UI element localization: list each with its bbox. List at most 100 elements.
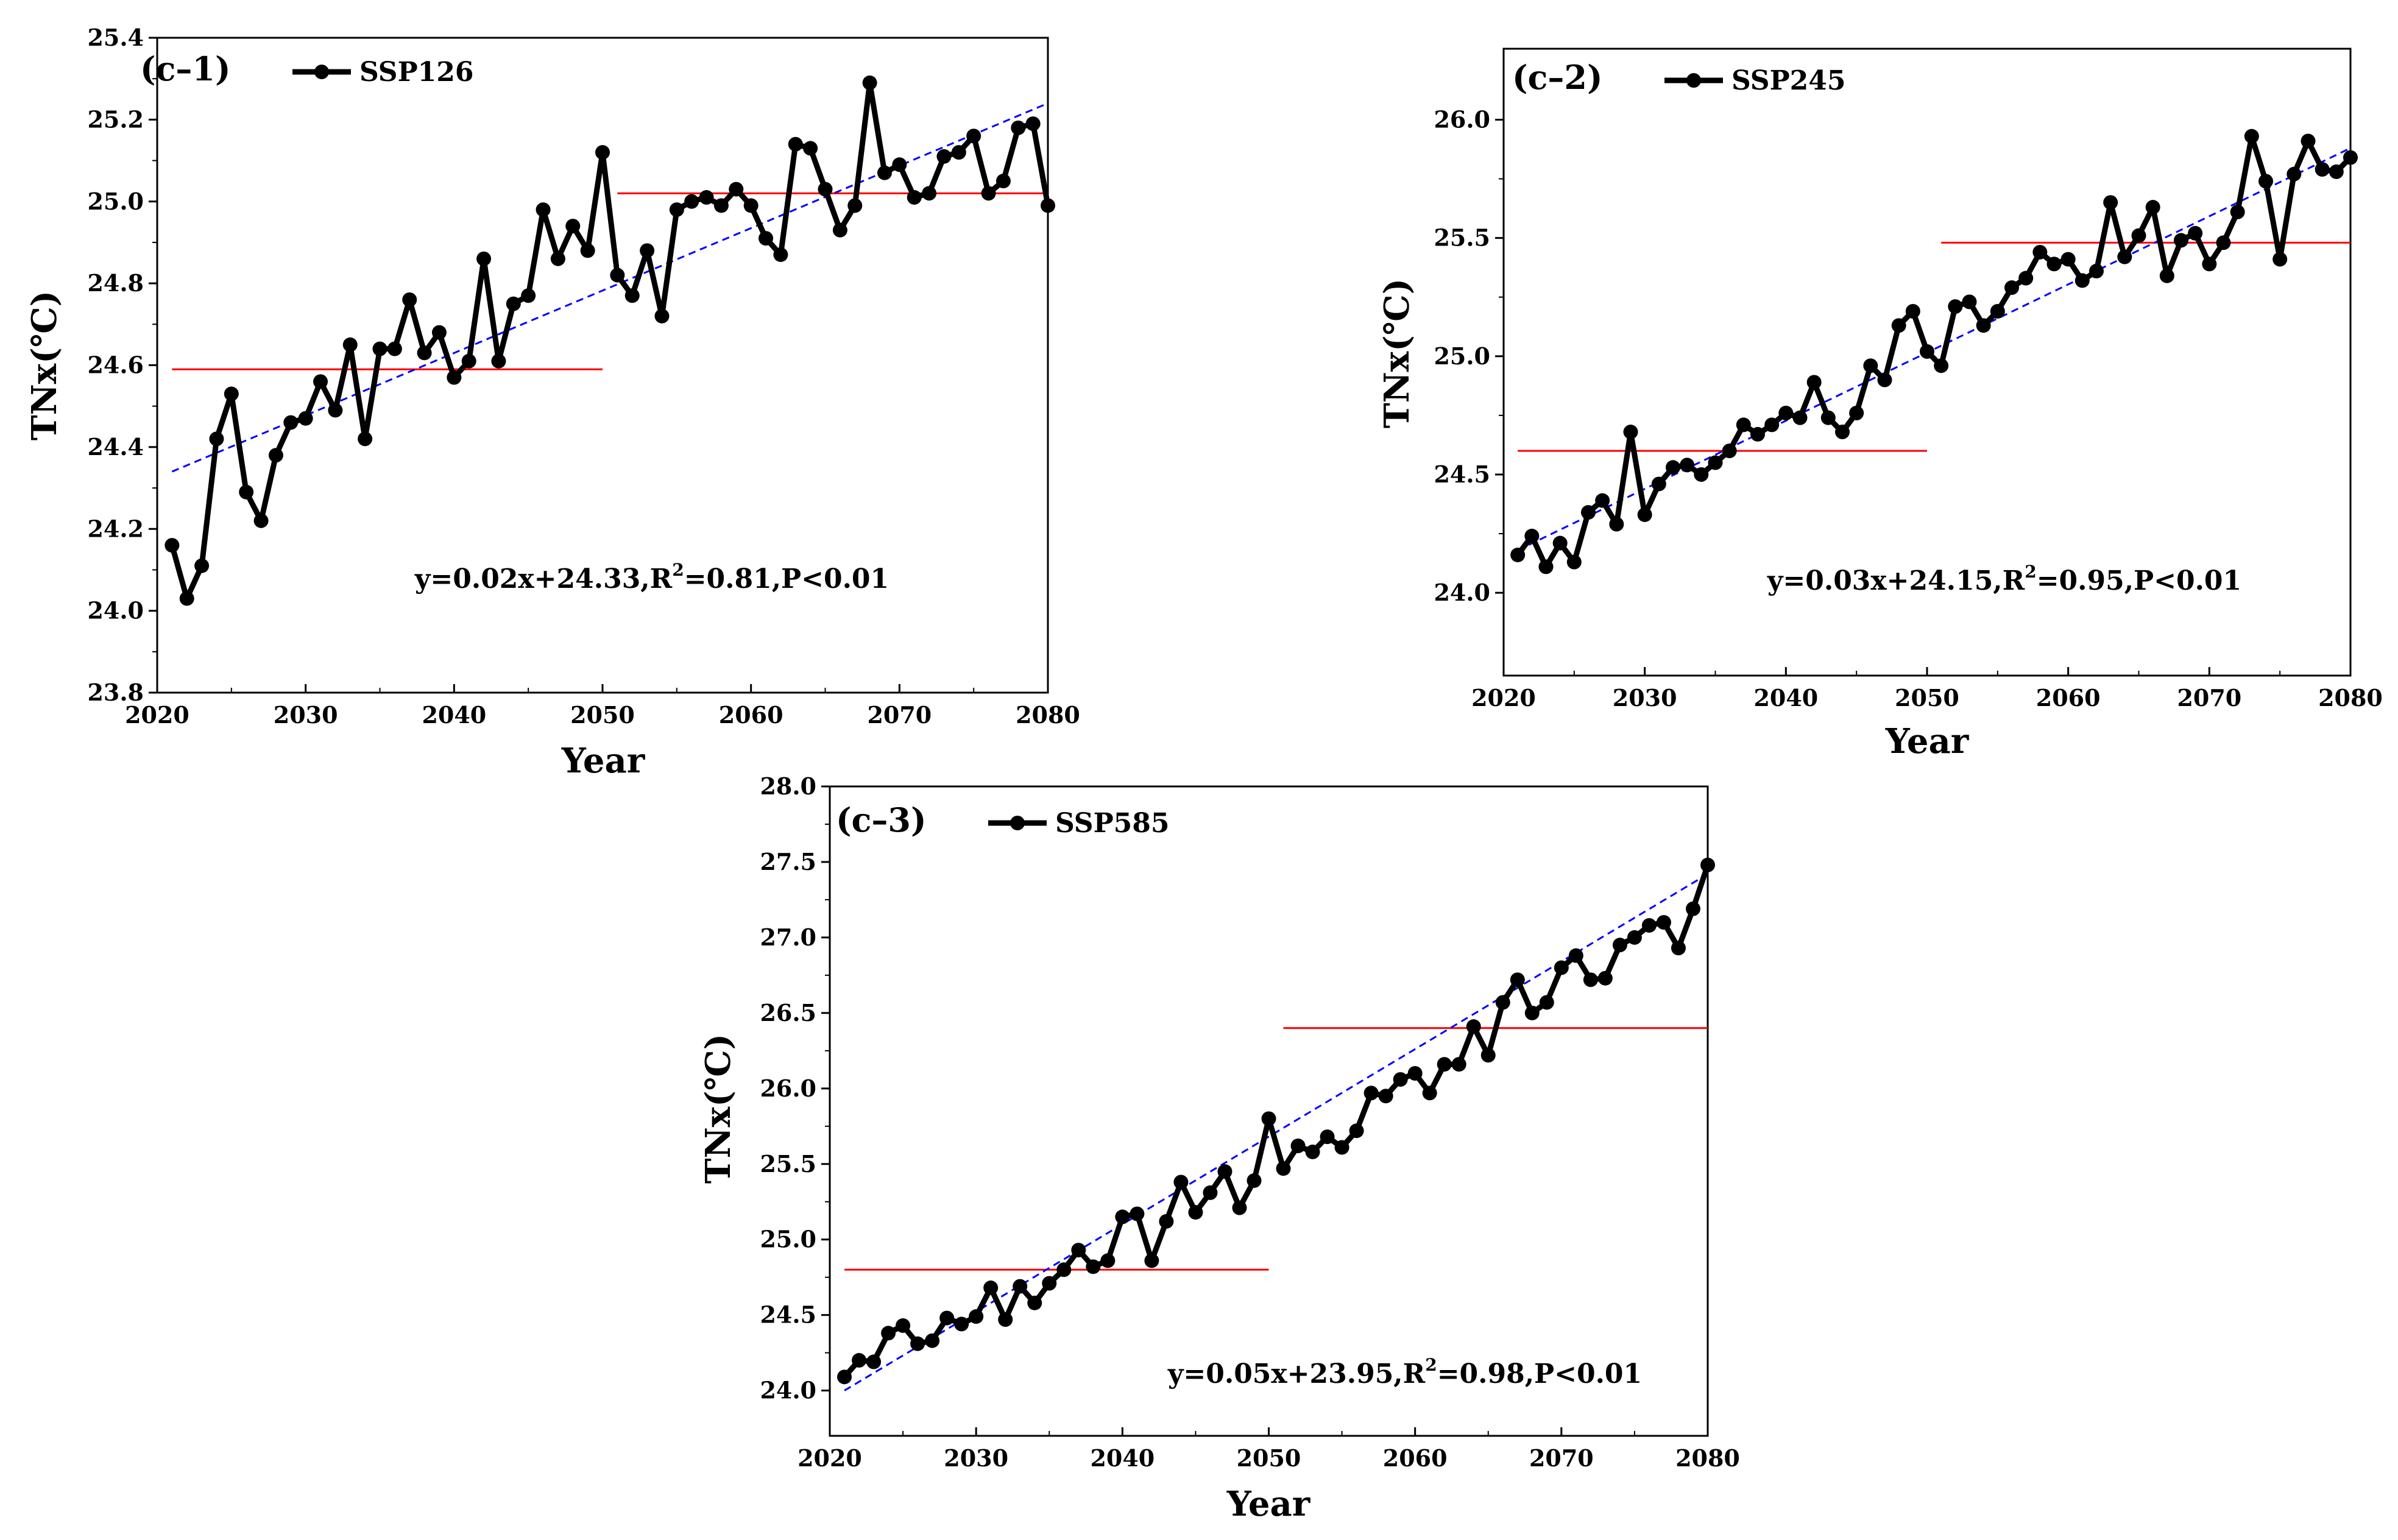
data-point bbox=[1835, 425, 1850, 440]
data-point bbox=[1637, 507, 1652, 522]
panel-label: (c–1) bbox=[140, 49, 231, 88]
data-point bbox=[1595, 493, 1610, 508]
legend-label: SSP126 bbox=[359, 57, 474, 88]
data-point bbox=[491, 353, 506, 369]
data-point bbox=[907, 190, 922, 205]
data-point bbox=[1363, 1086, 1379, 1101]
data-point bbox=[922, 186, 937, 201]
y-tick-label: 26.5 bbox=[760, 999, 816, 1026]
data-point bbox=[1115, 1209, 1130, 1224]
data-point bbox=[447, 370, 462, 385]
data-point bbox=[1581, 505, 1596, 520]
x-axis-title: Year bbox=[1226, 1484, 1311, 1524]
data-point bbox=[1524, 528, 1540, 543]
data-point bbox=[550, 251, 565, 266]
x-axis-title: Year bbox=[561, 741, 646, 781]
data-point bbox=[431, 325, 447, 340]
legend-marker bbox=[1010, 816, 1025, 830]
data-point bbox=[253, 513, 269, 528]
data-point bbox=[951, 145, 966, 160]
data-point bbox=[803, 141, 818, 156]
data-point bbox=[1159, 1213, 1174, 1229]
data-point bbox=[2089, 264, 2104, 279]
data-point bbox=[624, 288, 640, 303]
data-point bbox=[1437, 1057, 1452, 1072]
data-point bbox=[1276, 1161, 1291, 1176]
data-point bbox=[910, 1336, 925, 1351]
data-point bbox=[2230, 204, 2245, 219]
x-tick-label: 2070 bbox=[1529, 1444, 1594, 1472]
y-tick-label: 24.5 bbox=[1434, 461, 1490, 488]
data-point bbox=[342, 337, 358, 352]
data-point bbox=[1013, 1279, 1028, 1294]
data-point bbox=[1041, 198, 1055, 213]
data-point bbox=[2004, 280, 2019, 295]
data-point bbox=[1792, 410, 1808, 425]
data-point bbox=[1962, 294, 1977, 309]
x-tick-label: 2060 bbox=[2036, 684, 2101, 712]
data-point bbox=[2202, 256, 2217, 272]
data-point bbox=[1320, 1129, 1335, 1145]
data-point bbox=[194, 558, 210, 573]
data-point bbox=[1656, 915, 1671, 930]
data-point bbox=[476, 251, 492, 266]
data-point bbox=[595, 145, 610, 160]
data-point bbox=[1552, 535, 1568, 551]
y-tick-label: 26.0 bbox=[1434, 105, 1490, 133]
data-point bbox=[1641, 918, 1657, 933]
data-point bbox=[2018, 270, 2034, 286]
data-point bbox=[2315, 162, 2330, 177]
y-tick-label: 24.2 bbox=[87, 515, 144, 542]
y-tick-label: 26.0 bbox=[760, 1075, 816, 1102]
data-point bbox=[877, 165, 892, 180]
x-tick-label: 2060 bbox=[719, 701, 783, 729]
data-point bbox=[1736, 417, 1751, 433]
data-point bbox=[981, 186, 996, 201]
data-point bbox=[2174, 233, 2188, 248]
data-point bbox=[684, 194, 699, 209]
data-point bbox=[1806, 375, 1822, 390]
data-point bbox=[1750, 426, 1765, 442]
data-point bbox=[983, 1280, 999, 1296]
x-tick-label: 2060 bbox=[1383, 1444, 1448, 1472]
data-point bbox=[1700, 857, 1715, 872]
data-point bbox=[847, 198, 863, 213]
data-point bbox=[936, 149, 952, 164]
y-axis-title: TNx(℃) bbox=[698, 1034, 738, 1184]
data-point bbox=[1100, 1253, 1116, 1268]
data-point bbox=[1378, 1089, 1393, 1104]
data-point bbox=[892, 157, 907, 172]
data-point bbox=[372, 341, 387, 356]
data-point bbox=[1905, 304, 1920, 319]
data-point bbox=[1849, 405, 1864, 420]
data-point bbox=[298, 411, 313, 426]
y-tick-label: 24.4 bbox=[87, 433, 144, 461]
data-point bbox=[2188, 225, 2203, 241]
panel-c1: 2020 2030 2040 2050 2060 2070 2080 23.8 24.0 24.2… bbox=[24, 24, 1080, 781]
data-point bbox=[862, 75, 877, 90]
data-point bbox=[1025, 116, 1041, 132]
data-point bbox=[2216, 235, 2231, 250]
data-point bbox=[1247, 1173, 1262, 1189]
data-point bbox=[654, 308, 670, 323]
data-point bbox=[1144, 1253, 1159, 1268]
data-point bbox=[729, 182, 744, 197]
x-tick-label: 2070 bbox=[2177, 684, 2241, 712]
x-tick-label: 2050 bbox=[1237, 1444, 1301, 1472]
data-point bbox=[506, 296, 521, 311]
data-point bbox=[881, 1326, 896, 1341]
x-tick-label: 2020 bbox=[1471, 684, 1536, 712]
data-point bbox=[1609, 517, 1624, 532]
regression-equation: y=0.02x+24.33,R2=0.81,P<0.01 bbox=[414, 560, 889, 595]
data-point bbox=[2287, 166, 2302, 182]
data-point bbox=[1722, 443, 1737, 459]
data-point bbox=[1539, 995, 1554, 1010]
data-point bbox=[837, 1369, 852, 1385]
x-tick-label: 2020 bbox=[125, 701, 189, 729]
regression-equation: y=0.03x+24.15,R2=0.95,P<0.01 bbox=[1767, 562, 2241, 596]
data-point bbox=[743, 198, 759, 213]
data-point bbox=[179, 591, 194, 606]
data-point bbox=[939, 1310, 955, 1326]
data-point bbox=[283, 415, 299, 430]
legend-label: SSP245 bbox=[1731, 65, 1846, 96]
